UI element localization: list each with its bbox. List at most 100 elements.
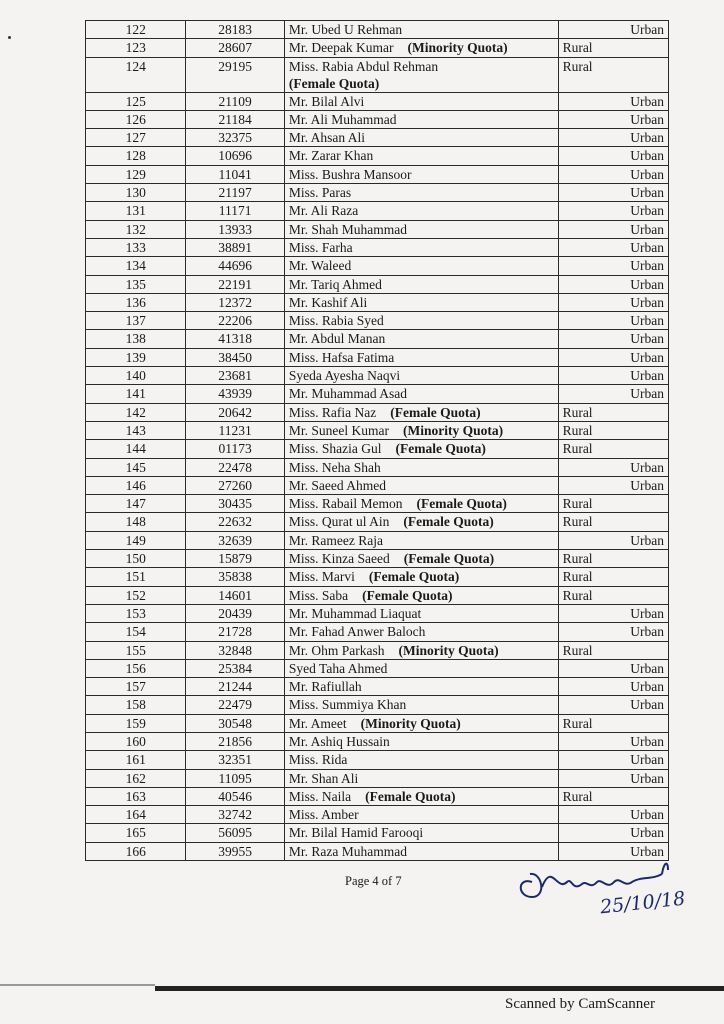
roll-number: 30548 xyxy=(218,715,252,731)
serial-number-cell: 130 xyxy=(84,183,187,203)
table-row: 133 38891 Miss. Farha Urban xyxy=(84,237,670,258)
name-cell: Mr. Tariq Ahmed xyxy=(283,274,559,294)
candidate-name: Miss. Shazia Gul xyxy=(288,441,382,457)
serial-number-cell: 150 xyxy=(84,549,187,569)
roll-number: 13933 xyxy=(218,221,252,237)
roll-number-cell: 21244 xyxy=(185,677,285,697)
name-cell: Miss. Saba (Female Quota) xyxy=(283,585,559,605)
roll-number-cell: 35838 xyxy=(185,567,285,587)
roll-number-cell: 22479 xyxy=(185,695,285,715)
serial-number: 158 xyxy=(125,697,146,713)
roll-number: 22632 xyxy=(218,514,252,530)
serial-number-cell: 154 xyxy=(84,622,187,642)
name-cell: Mr. Ahsan Ali xyxy=(283,128,559,148)
candidate-name: Miss. Naila xyxy=(288,788,352,804)
serial-number-cell: 147 xyxy=(84,494,187,514)
roll-number: 28607 xyxy=(218,40,252,56)
candidate-name: Mr. Ali Muhammad xyxy=(288,111,397,127)
domicile-cell: Urban xyxy=(557,201,670,221)
roll-number: 35838 xyxy=(218,569,252,585)
roll-number: 29195 xyxy=(218,58,252,74)
table-row: 135 22191 Mr. Tariq Ahmed Urban xyxy=(84,274,670,294)
roll-number-cell: 32351 xyxy=(185,750,285,770)
serial-number: 134 xyxy=(125,258,146,274)
domicile-urban: Urban xyxy=(630,130,664,146)
roll-number: 23681 xyxy=(218,368,252,384)
table-row: 125 21109 Mr. Bilal Alvi Urban xyxy=(84,91,670,111)
table-row: 142 20642 Miss. Rafia Naz (Female Quota) Rur… xyxy=(84,402,670,422)
roll-number-cell: 21728 xyxy=(185,622,285,642)
domicile-rural: Rural xyxy=(562,715,593,731)
roll-number-cell: 29195 xyxy=(185,56,285,93)
domicile-cell: Rural xyxy=(557,38,670,58)
domicile-cell: Urban xyxy=(557,19,670,40)
quota-label: (Female Quota) xyxy=(365,788,456,804)
roll-number-cell: 01173 xyxy=(185,439,285,459)
name-cell: Miss. Marvi (Female Quota) xyxy=(283,567,559,587)
table-row: 161 32351 Miss. Rida Urban xyxy=(84,750,670,770)
roll-number-cell: 12372 xyxy=(185,292,285,313)
domicile-rural: Rural xyxy=(562,514,593,530)
table-row: 136 12372 Mr. Kashif Ali Urban xyxy=(84,292,670,313)
quota-label: (Female Quota) xyxy=(416,496,507,512)
serial-number-cell: 164 xyxy=(84,805,187,825)
domicile-cell: Rural xyxy=(557,567,670,587)
candidate-name: Mr. Ashiq Hussain xyxy=(288,733,390,749)
scan-edge xyxy=(0,984,155,986)
domicile-urban: Urban xyxy=(630,203,664,219)
domicile-urban: Urban xyxy=(630,477,664,493)
serial-number-cell: 142 xyxy=(84,402,187,422)
domicile-rural: Rural xyxy=(562,422,593,438)
name-cell: Mr. Waleed xyxy=(283,256,559,276)
name-cell: Mr. Shah Muhammad xyxy=(283,219,559,239)
name-cell: Mr. Ameet (Minority Quota) xyxy=(283,713,559,733)
table-row: 131 11171 Mr. Ali Raza Urban xyxy=(84,201,670,221)
serial-number-cell: 131 xyxy=(84,201,187,221)
roll-number-cell: 22478 xyxy=(185,457,285,477)
serial-number-cell: 144 xyxy=(84,439,187,459)
domicile-urban: Urban xyxy=(630,185,664,201)
serial-number-cell: 145 xyxy=(84,457,187,477)
name-cell: Miss. Farha xyxy=(283,237,559,258)
roll-number-cell: 28183 xyxy=(185,19,285,40)
domicile-urban: Urban xyxy=(630,93,664,109)
name-cell: Mr. Deepak Kumar (Minority Quota) xyxy=(283,38,559,58)
roll-number: 28183 xyxy=(218,22,252,37)
domicile-cell: Urban xyxy=(557,457,670,477)
name-cell: Mr. Zarar Khan xyxy=(283,146,559,166)
serial-number-cell: 141 xyxy=(84,384,187,404)
domicile-urban: Urban xyxy=(630,221,664,237)
candidate-name: Mr. Bilal Hamid Farooqi xyxy=(288,825,424,841)
name-cell: Miss. Hafsa Fatima xyxy=(283,347,559,368)
domicile-cell: Urban xyxy=(557,311,670,331)
serial-number: 131 xyxy=(125,203,146,219)
quota-label: (Female Quota) xyxy=(395,441,486,457)
table-row: 151 35838 Miss. Marvi (Female Quota) Rural xyxy=(84,567,670,587)
roll-number: 56095 xyxy=(218,825,252,841)
name-cell: Mr. Muhammad Asad xyxy=(283,384,559,404)
candidate-name: Mr. Ubed U Rehman xyxy=(288,22,403,37)
candidate-name: Miss. Paras xyxy=(288,185,352,201)
table-row: 145 22478 Miss. Neha Shah Urban xyxy=(84,457,670,477)
serial-number-cell: 127 xyxy=(84,128,187,148)
name-cell: Miss. Kinza Saeed (Female Quota) xyxy=(283,549,559,569)
serial-number: 132 xyxy=(125,221,146,237)
domicile-cell: Rural xyxy=(557,549,670,569)
roll-number: 44696 xyxy=(218,258,252,274)
roll-number: 10696 xyxy=(218,148,252,164)
candidate-name: Mr. Zarar Khan xyxy=(288,148,374,164)
serial-number-cell: 124 xyxy=(84,56,187,93)
serial-number: 143 xyxy=(125,422,146,438)
roll-number: 14601 xyxy=(218,587,252,603)
serial-number-cell: 146 xyxy=(84,475,187,496)
domicile-cell: Urban xyxy=(557,622,670,642)
domicile-urban: Urban xyxy=(630,532,664,548)
scan-speck xyxy=(8,36,11,39)
domicile-cell: Rural xyxy=(557,585,670,605)
table-row: 127 32375 Mr. Ahsan Ali Urban xyxy=(84,128,670,148)
roll-number-cell: 44696 xyxy=(185,256,285,276)
serial-number: 154 xyxy=(125,624,146,640)
table-row: 163 40546 Miss. Naila (Female Quota) Rural xyxy=(84,786,670,807)
serial-number: 138 xyxy=(125,331,146,347)
roll-number: 21184 xyxy=(218,111,252,127)
